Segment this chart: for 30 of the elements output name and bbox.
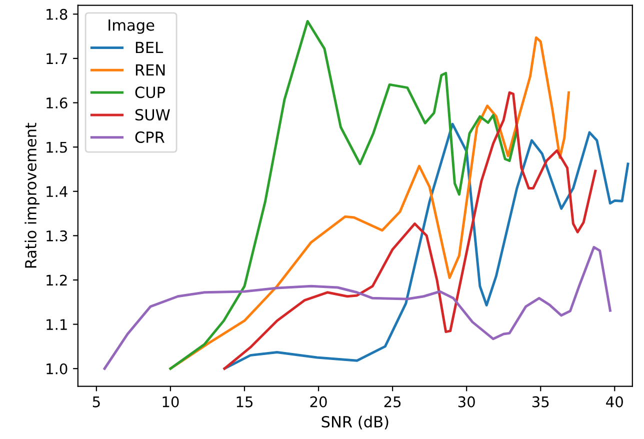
y-tick-label: 1.1 bbox=[46, 319, 67, 330]
line-series bbox=[223, 122, 630, 370]
legend-title: Image bbox=[108, 19, 154, 34]
y-tick-label: 1.0 bbox=[46, 363, 68, 374]
x-tick-label: 30 bbox=[458, 396, 475, 408]
y-tick-label: 1.8 bbox=[46, 8, 68, 20]
x-tick-label: 15 bbox=[236, 396, 252, 408]
x-tick-label: 10 bbox=[162, 396, 179, 408]
y-tick-label: 1.6 bbox=[46, 97, 68, 108]
y-tick-label: 1.4 bbox=[46, 186, 68, 197]
x-tick-label: 40 bbox=[606, 396, 623, 408]
legend-label: BEL bbox=[136, 42, 164, 54]
y-tick-label: 1.7 bbox=[46, 53, 67, 64]
legend-label: CPR bbox=[135, 131, 165, 143]
y-tick-label: 1.3 bbox=[46, 230, 68, 242]
y-axis-title: Ratio improvement bbox=[24, 122, 40, 268]
x-tick-label: 35 bbox=[532, 396, 549, 408]
legend-label: CUP bbox=[135, 86, 165, 98]
line-series bbox=[169, 20, 518, 370]
legend-label: SUW bbox=[135, 108, 170, 121]
x-axis-title: SNR (dB) bbox=[322, 416, 388, 430]
y-tick-label: 1.2 bbox=[46, 274, 67, 286]
y-tick-label: 1.5 bbox=[46, 142, 67, 153]
line-series bbox=[103, 246, 612, 370]
x-tick-label: 20 bbox=[310, 396, 327, 408]
x-tick-label: 25 bbox=[384, 396, 401, 408]
line-series bbox=[169, 36, 570, 370]
legend-label: REN bbox=[136, 64, 165, 76]
x-tick-label: 5 bbox=[92, 396, 100, 408]
line-series bbox=[223, 91, 597, 370]
